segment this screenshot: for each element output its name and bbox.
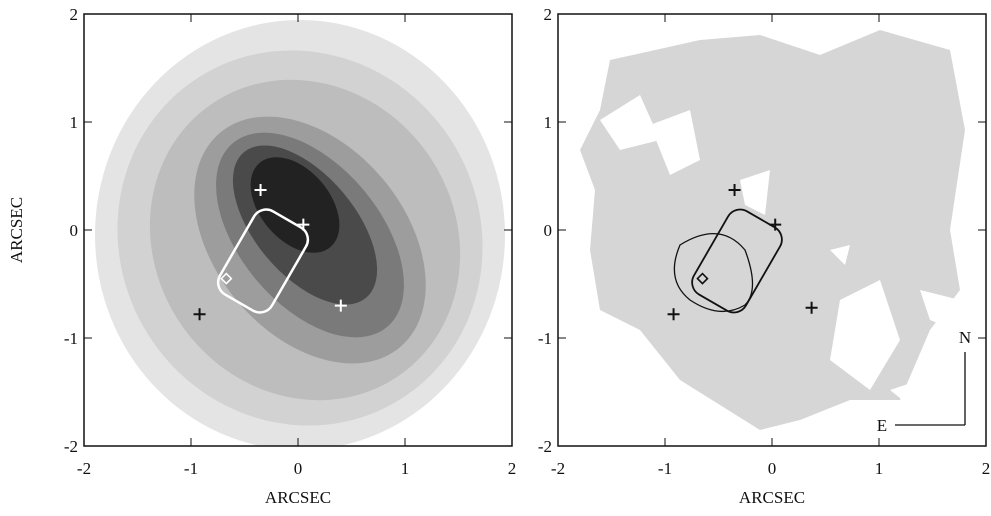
y-tick-label: -2	[538, 437, 552, 456]
x-tick-label: 2	[982, 459, 991, 478]
plus-marker	[254, 184, 267, 197]
diamond-marker	[220, 272, 233, 285]
compass-north: N	[959, 328, 971, 347]
x-tick-label: 1	[875, 459, 884, 478]
y-tick-label: 1	[70, 113, 79, 132]
x-tick-label: 0	[294, 459, 303, 478]
diamond-marker	[696, 272, 709, 285]
residual-map	[580, 30, 966, 430]
plus-marker	[667, 308, 680, 321]
y-tick-label: -1	[64, 329, 78, 348]
y-tick-label: 0	[544, 221, 553, 240]
x-axis-label: ARCSEC	[739, 488, 805, 507]
x-tick-label: 0	[768, 459, 777, 478]
x-tick-label: -2	[551, 459, 565, 478]
y-tick-label: 2	[544, 5, 553, 24]
y-tick-label: 0	[70, 221, 79, 240]
y-tick-label: -1	[538, 329, 552, 348]
intensity-map	[95, 20, 505, 446]
plus-marker	[193, 308, 206, 321]
plus-marker	[805, 301, 818, 314]
x-tick-label: 2	[508, 459, 517, 478]
plus-marker	[769, 218, 782, 231]
x-tick-label: -2	[77, 459, 91, 478]
y-tick-label: 2	[70, 5, 79, 24]
plus-marker	[334, 299, 347, 312]
x-tick-label: -1	[658, 459, 672, 478]
y-axis-label: ARCSEC	[7, 197, 26, 263]
compass-east: E	[877, 416, 887, 435]
plus-marker	[297, 218, 310, 231]
plus-marker	[728, 184, 741, 197]
x-tick-label: -1	[184, 459, 198, 478]
y-tick-label: -2	[64, 437, 78, 456]
x-axis-label: ARCSEC	[265, 488, 331, 507]
y-tick-label: 1	[544, 113, 553, 132]
x-tick-label: 1	[401, 459, 410, 478]
